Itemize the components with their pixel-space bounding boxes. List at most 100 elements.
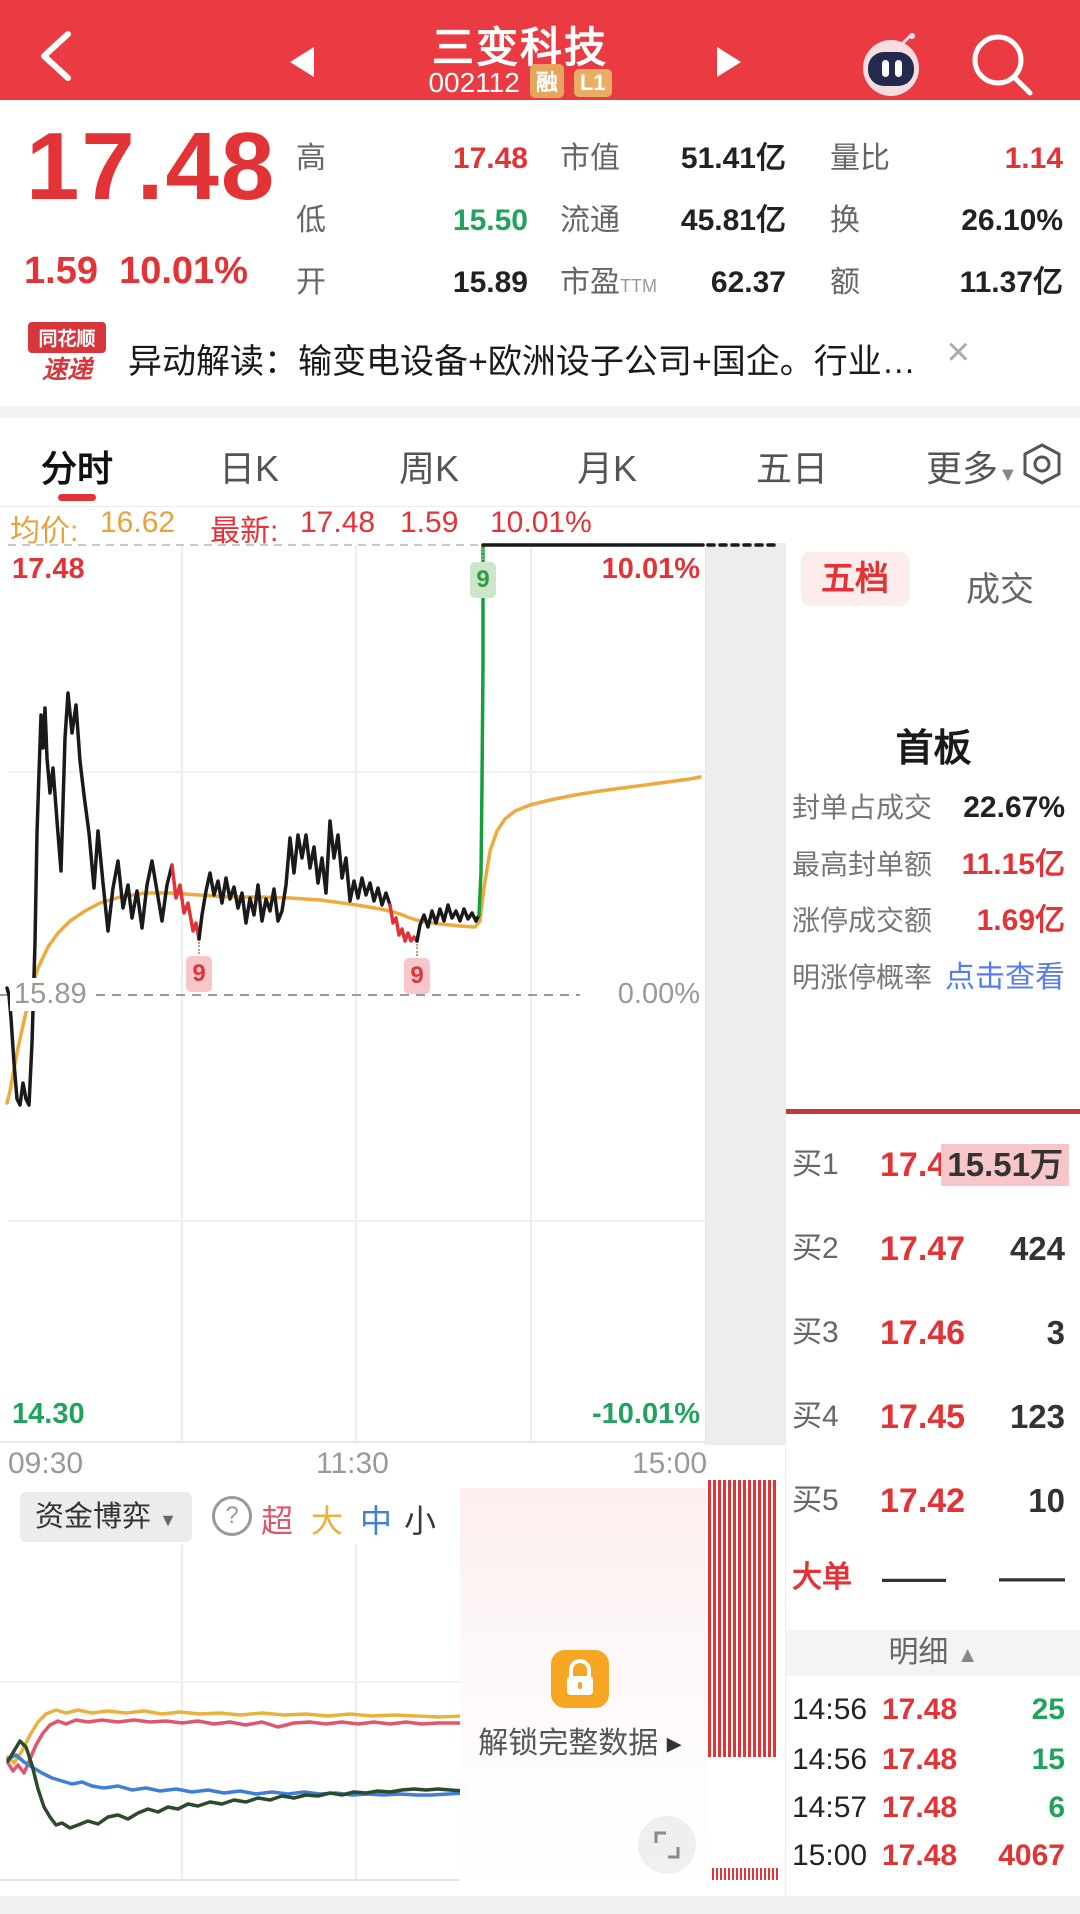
chart-settings-icon[interactable]: [1020, 442, 1064, 486]
last-change: 1.59: [400, 506, 459, 539]
avg-label: 均价:: [10, 515, 79, 548]
trade-row: 14:57 17.48 6: [792, 1791, 1065, 1824]
ai-assistant-icon[interactable]: [858, 32, 926, 98]
stat-market-cap: 市值 51.41亿: [560, 142, 786, 175]
legend-super-large[interactable]: 超: [261, 1503, 294, 1539]
td9-green-marker: 9: [470, 562, 496, 598]
news-bar[interactable]: 同花顺 速递 异动解读：输变电设备+欧洲设子公司+国企。行业… ×: [0, 308, 1080, 407]
bid-row-3: 买3 17.46 3: [792, 1314, 1065, 1352]
tab-monthly-k[interactable]: 月K: [577, 448, 638, 489]
avg-value: 16.62: [100, 506, 176, 539]
stock-code: 002112: [428, 67, 520, 98]
limit-volume-bars-small: [712, 1868, 778, 1880]
legend-small[interactable]: 小: [404, 1503, 437, 1539]
check-now-link[interactable]: 点击查看: [945, 961, 1065, 994]
bid-row-1: 买1 17.48 15.51万: [792, 1143, 1075, 1187]
info-row-limit-turnover: 涨停成交额 1.69亿: [792, 904, 1065, 937]
stat-turnover-rate: 换 26.10%: [830, 204, 1063, 237]
margin-badge: 融: [529, 64, 564, 98]
tab-daily-k[interactable]: 日K: [219, 448, 280, 489]
trade-row: 14:56 17.48 25: [792, 1693, 1065, 1726]
header-bar: 三变科技 002112 融 L1: [0, 0, 1080, 100]
stat-pe-ttm: 市盈TTM 62.37: [560, 266, 786, 299]
stat-open: 开 15.89: [296, 266, 528, 299]
detail-header[interactable]: 明细 ▲: [786, 1630, 1080, 1676]
trade-row: 15:00 17.48 4067: [792, 1839, 1065, 1872]
info-row-seal-ratio: 封单占成交 22.67%: [792, 791, 1065, 824]
section-divider: [0, 406, 1080, 418]
td9-red-marker-2: 9: [404, 958, 430, 994]
stat-amount: 额 11.37亿: [830, 266, 1063, 299]
bid-row-4: 买4 17.45 123: [792, 1398, 1065, 1436]
order-book-panel: 五档 成交 首板 封单占成交 22.67% 最高封单额 11.15亿 涨停成交额…: [785, 543, 1080, 1914]
chart-low-price-label: 14.30: [12, 1398, 85, 1430]
marker-connector: [416, 944, 418, 956]
back-icon[interactable]: [36, 28, 76, 84]
stat-volume-ratio: 量比 1.14: [830, 142, 1063, 175]
price-legend-row: 均价: 16.62 最新: 17.48 1.59 10.01%: [0, 506, 1080, 548]
active-tab-underline: [58, 494, 96, 501]
help-icon[interactable]: ?: [212, 1496, 252, 1536]
tab-minute[interactable]: 分时: [41, 448, 114, 489]
last-label: 最新:: [210, 515, 279, 548]
limit-volume-bars: [708, 1480, 778, 1757]
chart-side-strip: [705, 543, 787, 1445]
tab-five-levels[interactable]: 五档: [801, 552, 909, 606]
marker-connector: [482, 548, 484, 560]
stat-high: 高 17.48: [296, 142, 528, 175]
stock-title: 三变科技: [431, 24, 608, 71]
big-order-row: 大单 —— ——: [792, 1559, 1065, 1596]
tab-transactions[interactable]: 成交: [966, 571, 1034, 609]
chevron-down-icon: ▼: [998, 464, 1018, 486]
time-axis-1130: 11:30: [316, 1447, 389, 1480]
bid-ask-divider: [786, 1109, 1080, 1114]
lock-icon[interactable]: [551, 1650, 609, 1708]
legend-medium[interactable]: 中: [360, 1503, 393, 1539]
marker-connector: [198, 942, 200, 954]
tab-more[interactable]: 更多▼: [926, 448, 1018, 489]
play-arrow-icon: ▸: [666, 1727, 682, 1760]
chart-high-price-label: 17.48: [12, 553, 85, 585]
news-text[interactable]: 异动解读：输变电设备+欧洲设子公司+国企。行业…: [128, 343, 916, 381]
next-stock-icon[interactable]: [717, 47, 741, 77]
fullscreen-icon[interactable]: [638, 1816, 696, 1874]
chart-high-pct-label: 10.01%: [601, 553, 700, 585]
page-bottom-bar: [0, 1896, 1080, 1914]
stat-float-cap: 流通 45.81亿: [560, 204, 786, 237]
change-value: 1.59: [24, 250, 98, 292]
chevron-down-icon: ▼: [159, 1510, 177, 1530]
legend-large[interactable]: 大: [311, 1503, 344, 1539]
stock-subtitle: 002112 融 L1: [360, 64, 680, 99]
price-change: 1.59 10.01%: [24, 250, 248, 293]
fund-battle-selector[interactable]: 资金博弈 ▼: [20, 1492, 192, 1542]
trade-row: 14:56 17.48 15: [792, 1743, 1065, 1776]
prev-stock-icon[interactable]: [290, 47, 314, 77]
time-axis-1500: 15:00: [632, 1447, 708, 1480]
time-axis-0930: 09:30: [8, 1447, 84, 1480]
chart-mid-pct-label: 0.00%: [580, 978, 700, 1011]
tab-five-day[interactable]: 五日: [756, 448, 829, 489]
search-icon[interactable]: [968, 32, 1038, 98]
chart-low-pct-label: -10.01%: [591, 1398, 700, 1430]
chart-tabs: 分时 日K 周K 月K 五日 更多▼: [0, 418, 1080, 507]
fund-flow-chart[interactable]: [0, 1545, 705, 1882]
unlock-data-button[interactable]: 解锁完整数据 ▸: [478, 1727, 682, 1760]
tab-weekly-k[interactable]: 周K: [399, 448, 460, 489]
ths-express-logo: 同花顺 速递: [28, 322, 106, 392]
last-value: 17.48: [300, 506, 376, 539]
first-board-label: 首板: [895, 728, 972, 770]
stat-low: 低 15.50: [296, 204, 528, 237]
info-row-max-seal: 最高封单额 11.15亿: [792, 848, 1065, 881]
bid-row-2: 买2 17.47 424: [792, 1230, 1065, 1268]
bid1-qty-highlight: 15.51万: [941, 1144, 1069, 1186]
current-price: 17.48: [26, 113, 277, 220]
chart-mid-price-label: 15.89: [10, 978, 91, 1011]
bid-row-5: 买5 17.42 10: [792, 1482, 1065, 1520]
news-close-icon[interactable]: ×: [946, 330, 970, 374]
info-row-next-limit-prob: 明涨停概率 点击查看: [792, 958, 1075, 998]
level-badge: L1: [573, 69, 612, 97]
last-percent: 10.01%: [490, 506, 592, 539]
td9-red-marker-1: 9: [186, 956, 212, 992]
change-percent: 10.01%: [119, 250, 248, 292]
